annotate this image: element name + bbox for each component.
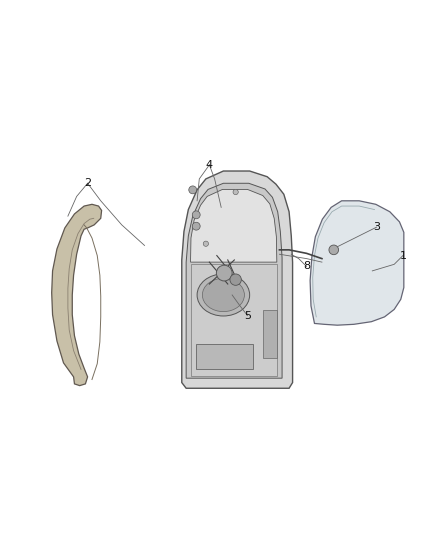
Circle shape xyxy=(192,222,200,230)
Circle shape xyxy=(216,265,232,281)
Circle shape xyxy=(192,211,200,219)
PathPatch shape xyxy=(186,183,282,378)
Text: 2: 2 xyxy=(84,178,91,188)
Circle shape xyxy=(203,241,208,246)
Text: 1: 1 xyxy=(399,251,406,261)
Bar xyxy=(196,344,253,369)
PathPatch shape xyxy=(263,310,277,359)
Ellipse shape xyxy=(197,274,250,316)
Ellipse shape xyxy=(202,278,244,312)
Text: 4: 4 xyxy=(206,160,213,170)
PathPatch shape xyxy=(191,189,277,262)
Circle shape xyxy=(189,186,197,194)
Circle shape xyxy=(230,274,241,285)
PathPatch shape xyxy=(191,264,277,376)
PathPatch shape xyxy=(182,171,293,388)
Text: 3: 3 xyxy=(373,222,380,232)
PathPatch shape xyxy=(52,204,102,386)
PathPatch shape xyxy=(310,201,404,325)
Circle shape xyxy=(233,189,238,195)
Text: 8: 8 xyxy=(303,262,310,271)
Circle shape xyxy=(329,245,339,255)
Text: 5: 5 xyxy=(244,311,251,320)
